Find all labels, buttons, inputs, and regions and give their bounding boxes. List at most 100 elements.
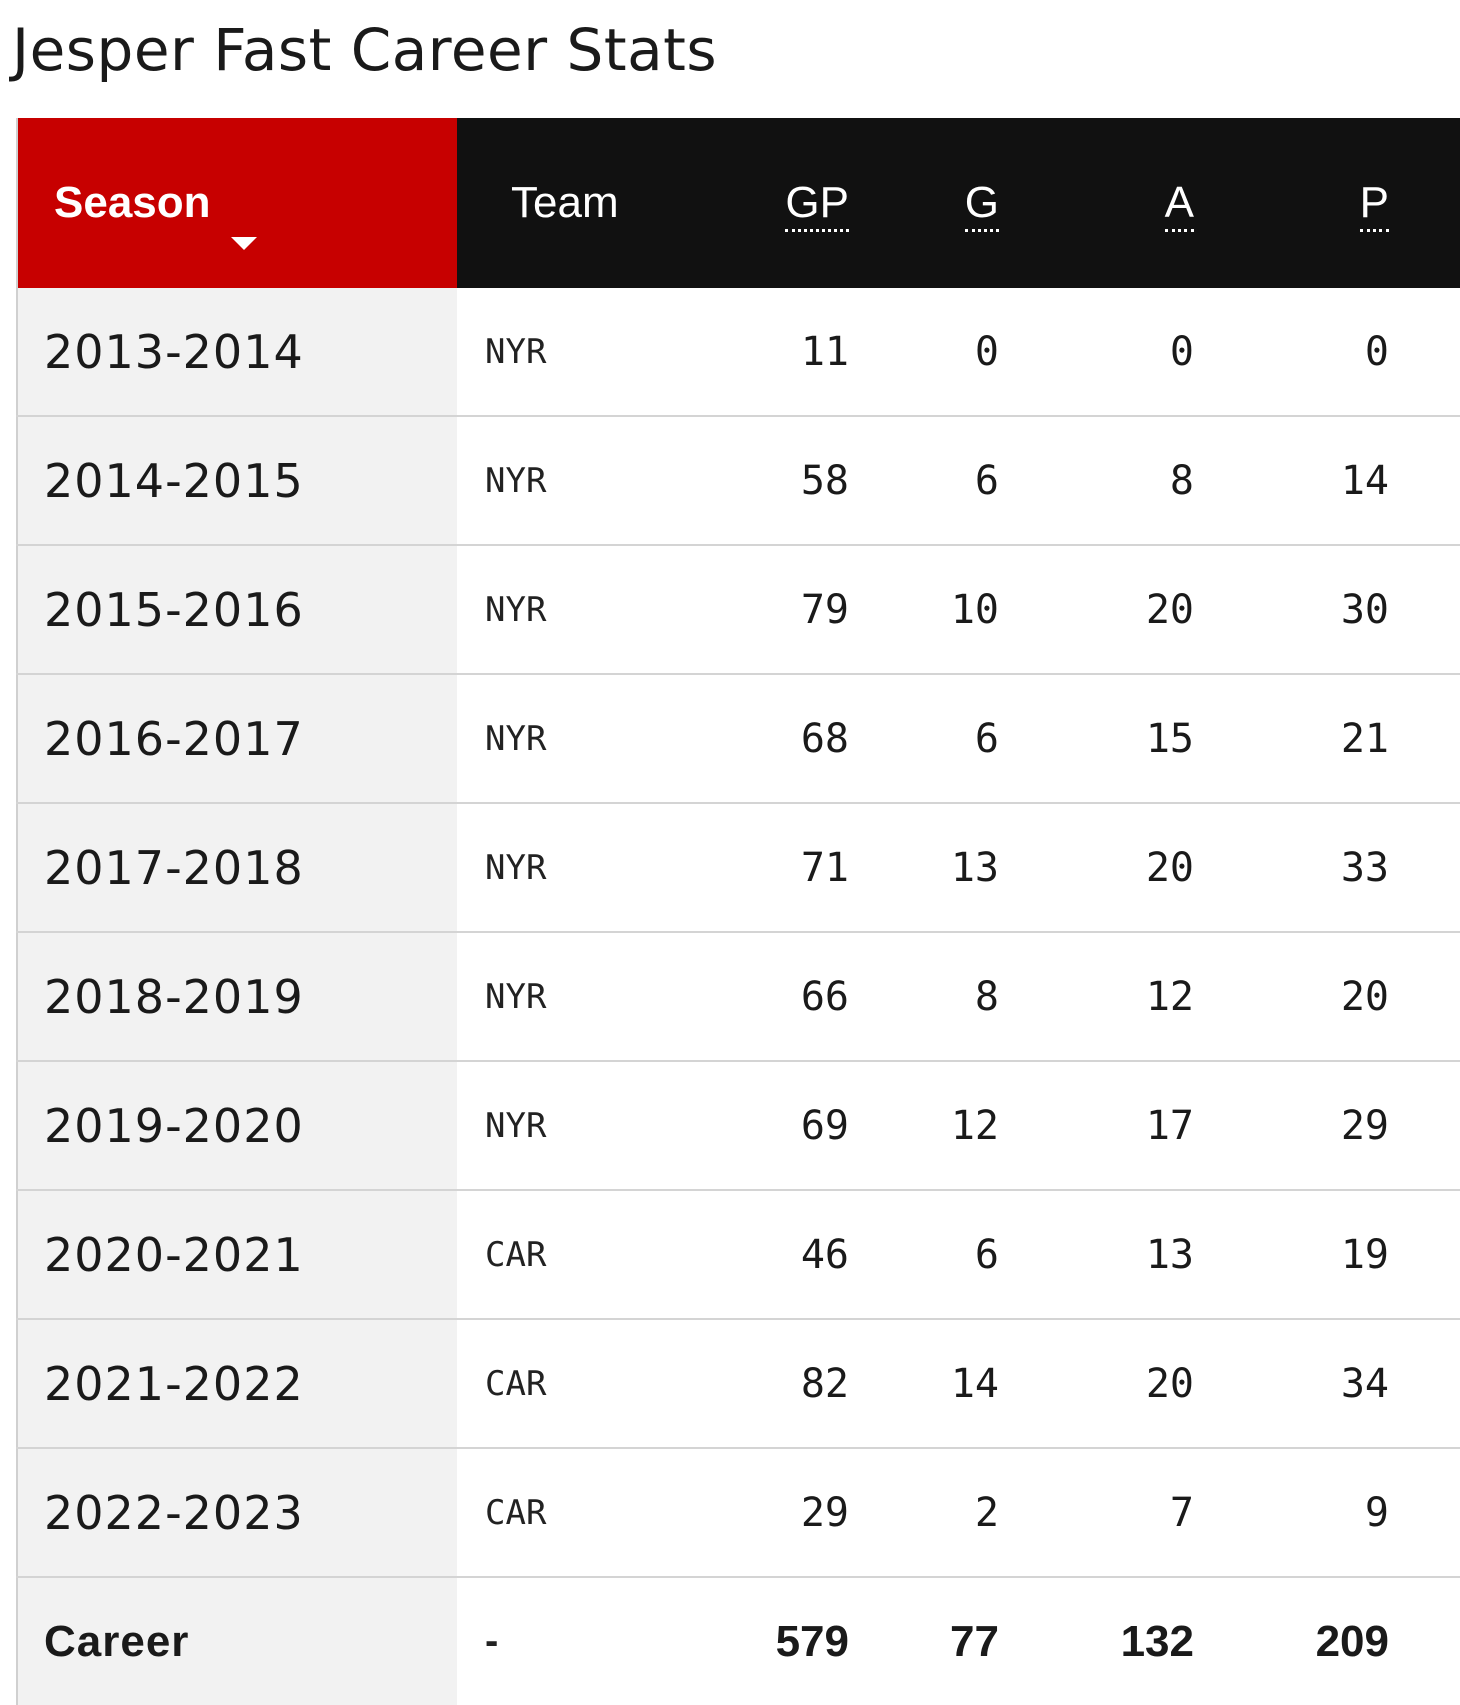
- gp-cell: 46: [687, 1190, 887, 1320]
- career-p-cell: 209: [1315, 1616, 1389, 1666]
- table-row: 2021-2022 CAR 82 14 20 34: [17, 1319, 1460, 1449]
- table-row: 2016-2017 NYR 68 6 15 21: [17, 674, 1460, 804]
- a-cell: 7: [1037, 1448, 1232, 1578]
- career-stats-table: Season Team GP G A P 2013-2014 NYR: [16, 118, 1460, 1705]
- g-cell: 14: [887, 1319, 1037, 1449]
- team-column-header[interactable]: Team: [457, 118, 687, 288]
- overflow-cell: [1427, 1577, 1460, 1705]
- g-cell: 0: [887, 288, 1037, 417]
- a-cell: 17: [1037, 1061, 1232, 1191]
- team-cell: NYR: [457, 932, 687, 1062]
- team-cell: NYR: [457, 1061, 687, 1191]
- g-cell: 6: [887, 674, 1037, 804]
- season-cell: 2019-2020: [17, 1061, 457, 1191]
- a-cell: 12: [1037, 932, 1232, 1062]
- gp-cell: 11: [687, 288, 887, 417]
- overflow-cell: [1427, 1061, 1460, 1191]
- season-cell: 2017-2018: [17, 803, 457, 933]
- a-header-label: A: [1164, 178, 1194, 232]
- p-cell: 14: [1232, 416, 1427, 546]
- overflow-cell: [1427, 1319, 1460, 1449]
- g-cell: 12: [887, 1061, 1037, 1191]
- p-cell: 30: [1232, 545, 1427, 675]
- season-cell: 2021-2022: [17, 1319, 457, 1449]
- g-cell: 13: [887, 803, 1037, 933]
- career-a-cell: 132: [1120, 1616, 1194, 1666]
- p-cell: 29: [1232, 1061, 1427, 1191]
- gp-cell: 58: [687, 416, 887, 546]
- g-cell: 2: [887, 1448, 1037, 1578]
- overflow-cell: [1427, 1190, 1460, 1320]
- team-cell: CAR: [457, 1448, 687, 1578]
- gp-cell: 66: [687, 932, 887, 1062]
- p-cell: 33: [1232, 803, 1427, 933]
- career-gp-cell: 579: [775, 1616, 849, 1666]
- season-cell: 2013-2014: [17, 288, 457, 417]
- overflow-cell: [1427, 932, 1460, 1062]
- team-cell: NYR: [457, 288, 687, 417]
- gp-column-header[interactable]: GP: [687, 118, 887, 288]
- page-title: Jesper Fast Career Stats: [12, 16, 718, 84]
- team-cell: NYR: [457, 545, 687, 675]
- p-column-header[interactable]: P: [1232, 118, 1427, 288]
- a-cell: 0: [1037, 288, 1232, 417]
- header-overflow-cell: [1427, 118, 1460, 288]
- g-header-label: G: [964, 178, 999, 232]
- table-row: 2019-2020 NYR 69 12 17 29: [17, 1061, 1460, 1191]
- gp-header-label: GP: [785, 178, 849, 232]
- season-cell: 2018-2019: [17, 932, 457, 1062]
- season-cell: 2016-2017: [17, 674, 457, 804]
- sort-descending-icon: [231, 237, 257, 250]
- gp-cell: 79: [687, 545, 887, 675]
- p-cell: 0: [1232, 288, 1427, 417]
- team-cell: NYR: [457, 803, 687, 933]
- a-cell: 15: [1037, 674, 1232, 804]
- team-cell: NYR: [457, 674, 687, 804]
- season-column-header[interactable]: Season: [17, 118, 457, 288]
- team-cell: CAR: [457, 1190, 687, 1320]
- p-header-label: P: [1359, 178, 1389, 232]
- table-row: 2018-2019 NYR 66 8 12 20: [17, 932, 1460, 1062]
- table-row: 2013-2014 NYR 11 0 0 0: [17, 288, 1460, 417]
- season-header-label: Season: [54, 178, 211, 227]
- season-cell: 2022-2023: [17, 1448, 457, 1578]
- a-cell: 20: [1037, 803, 1232, 933]
- overflow-cell: [1427, 288, 1460, 417]
- table-row: 2017-2018 NYR 71 13 20 33: [17, 803, 1460, 933]
- season-cell: 2014-2015: [17, 416, 457, 546]
- overflow-cell: [1427, 674, 1460, 804]
- team-header-label: Team: [511, 178, 619, 227]
- table-row: 2020-2021 CAR 46 6 13 19: [17, 1190, 1460, 1320]
- a-cell: 13: [1037, 1190, 1232, 1320]
- season-cell: 2020-2021: [17, 1190, 457, 1320]
- p-cell: 20: [1232, 932, 1427, 1062]
- p-cell: 19: [1232, 1190, 1427, 1320]
- overflow-cell: [1427, 416, 1460, 546]
- gp-cell: 71: [687, 803, 887, 933]
- a-cell: 20: [1037, 545, 1232, 675]
- table-row: 2022-2023 CAR 29 2 7 9: [17, 1448, 1460, 1578]
- team-cell: CAR: [457, 1319, 687, 1449]
- gp-cell: 29: [687, 1448, 887, 1578]
- career-total-row: Career - 579 77 132 209: [17, 1577, 1460, 1705]
- season-cell: 2015-2016: [17, 545, 457, 675]
- table-row: 2014-2015 NYR 58 6 8 14: [17, 416, 1460, 546]
- gp-cell: 68: [687, 674, 887, 804]
- a-cell: 8: [1037, 416, 1232, 546]
- career-g-cell: 77: [950, 1616, 999, 1666]
- overflow-cell: [1427, 803, 1460, 933]
- g-column-header[interactable]: G: [887, 118, 1037, 288]
- career-team-cell: -: [485, 1619, 499, 1663]
- p-cell: 21: [1232, 674, 1427, 804]
- g-cell: 6: [887, 416, 1037, 546]
- g-cell: 10: [887, 545, 1037, 675]
- gp-cell: 82: [687, 1319, 887, 1449]
- table-header-row: Season Team GP G A P: [17, 118, 1460, 288]
- overflow-cell: [1427, 545, 1460, 675]
- g-cell: 6: [887, 1190, 1037, 1320]
- team-cell: NYR: [457, 416, 687, 546]
- p-cell: 9: [1232, 1448, 1427, 1578]
- a-cell: 20: [1037, 1319, 1232, 1449]
- a-column-header[interactable]: A: [1037, 118, 1232, 288]
- p-cell: 34: [1232, 1319, 1427, 1449]
